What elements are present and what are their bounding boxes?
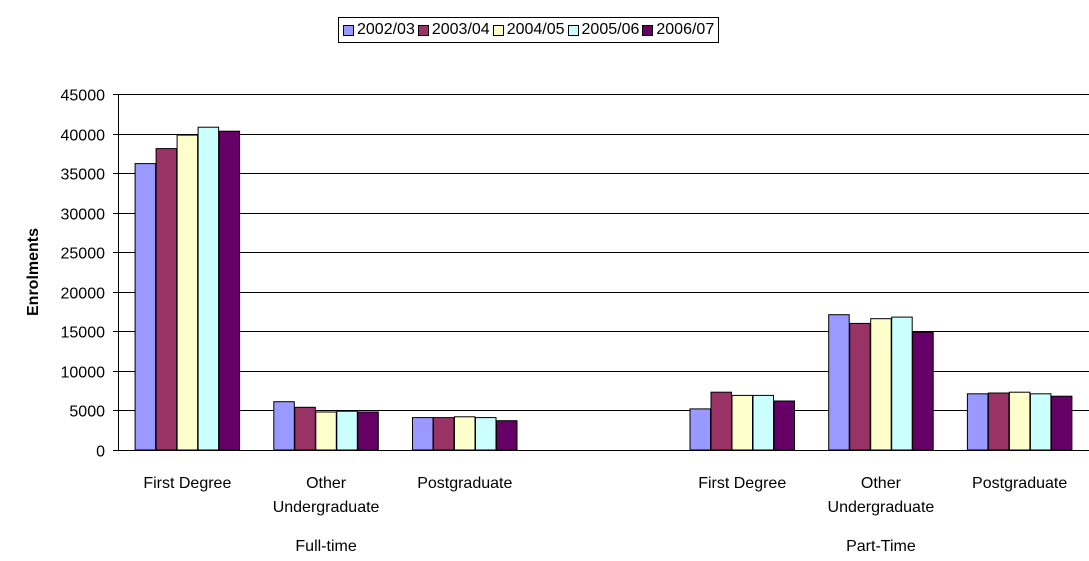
y-tick-label: 10000 — [61, 365, 106, 382]
bar-2006-07 — [912, 331, 934, 451]
bar-2006-07 — [773, 400, 795, 451]
y-tick-label: 25000 — [61, 246, 106, 263]
legend-swatch — [642, 24, 654, 36]
bar-2002-03 — [828, 314, 850, 451]
bar-2006-07 — [218, 130, 241, 451]
bar-2004-05 — [454, 416, 476, 451]
category-label: First Degree — [698, 475, 786, 492]
category-label: Undergraduate — [828, 499, 935, 516]
legend-label: 2004/05 — [506, 21, 565, 38]
y-tick-label: 5000 — [69, 404, 105, 421]
group-label: Full-time — [295, 538, 356, 555]
bar-2005-06 — [475, 417, 497, 451]
legend-label: 2003/04 — [431, 21, 490, 38]
bar-2002-03 — [966, 393, 989, 451]
legend-swatch — [567, 24, 579, 36]
legend-item: 2003/04 — [417, 21, 490, 38]
bar-2003-04 — [155, 148, 178, 451]
bar-2003-04 — [433, 417, 455, 451]
y-axis-label: Enrolments — [25, 228, 42, 316]
legend-item: 2006/07 — [642, 22, 714, 38]
legend-label: 2002/03 — [357, 21, 415, 38]
category-label: Undergraduate — [273, 499, 380, 516]
legend-label: 2006/07 — [656, 21, 715, 38]
y-tick-label: 45000 — [61, 88, 106, 105]
category-label: Other — [306, 475, 347, 492]
legend-item: 2002/03 — [343, 22, 415, 38]
y-tick-label: 30000 — [61, 207, 106, 224]
legend: 2002/03 2003/04 2004/05 2005/06 2006/07 — [338, 17, 720, 43]
bar-2003-04 — [294, 406, 316, 451]
bar-2006-07 — [357, 411, 379, 451]
y-tick-label: 40000 — [61, 128, 106, 145]
group-label: Part-Time — [846, 538, 916, 555]
bar-2002-03 — [412, 417, 434, 451]
bar-2005-06 — [891, 316, 913, 451]
bar-2003-04 — [987, 392, 1010, 451]
y-tick-label: 15000 — [61, 325, 106, 342]
category-label: First Degree — [143, 475, 231, 492]
legend-label: 2005/06 — [581, 21, 640, 38]
bar-2004-05 — [176, 134, 199, 451]
bar-2004-05 — [315, 411, 337, 451]
bar-2005-06 — [1029, 393, 1052, 451]
bar-2002-03 — [689, 408, 711, 451]
bar-2002-03 — [134, 163, 157, 451]
legend-item: 2004/05 — [492, 21, 565, 38]
legend-swatch — [417, 24, 429, 36]
legend-item: 2005/06 — [567, 21, 640, 38]
bar-2003-04 — [849, 322, 871, 451]
y-tick-label: 0 — [96, 444, 105, 461]
bar-2004-05 — [870, 318, 892, 451]
bar-2004-05 — [1008, 391, 1031, 451]
bar-2005-06 — [336, 410, 358, 451]
category-label: Postgraduate — [417, 475, 512, 492]
bar-2006-07 — [1050, 395, 1073, 451]
bar-2005-06 — [197, 126, 220, 451]
legend-swatch — [343, 24, 354, 36]
bar-2005-06 — [752, 394, 774, 451]
bar-2003-04 — [710, 391, 732, 451]
bar-2004-05 — [731, 394, 753, 451]
y-tick-label: 35000 — [61, 167, 106, 184]
bar-2006-07 — [496, 420, 518, 451]
bar-2002-03 — [273, 401, 295, 451]
category-label: Postgraduate — [972, 475, 1067, 492]
y-tick-label: 20000 — [61, 286, 106, 303]
category-label: Other — [861, 475, 902, 492]
legend-swatch — [492, 24, 504, 36]
